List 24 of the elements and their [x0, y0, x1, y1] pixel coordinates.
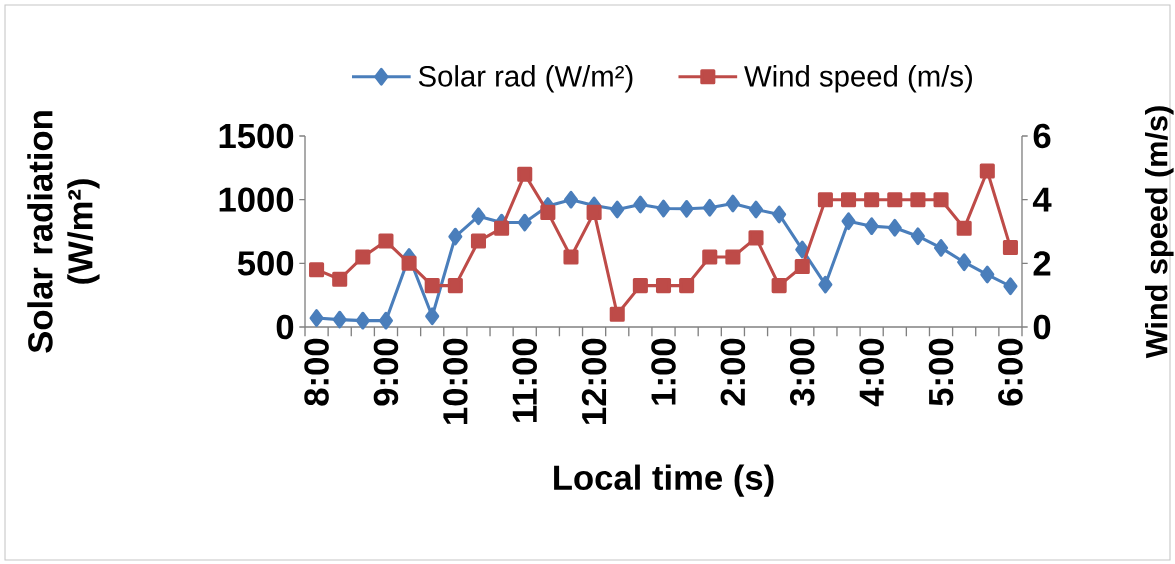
legend-label: Wind speed (m/s): [744, 65, 972, 93]
y2-tick-label: 4: [1032, 187, 1052, 212]
x-tick-label: 11:00: [512, 338, 537, 422]
x-tick-label: 1:00: [651, 338, 676, 405]
y2-tick-label: 2: [1033, 251, 1051, 276]
x-tick-label: 3:00: [789, 338, 815, 406]
x-tick-label: 5:00: [928, 338, 954, 406]
y-tick-label: 1000: [219, 187, 294, 212]
y-tick-label: 1500: [219, 123, 294, 149]
x-tick-label: 2:00: [720, 338, 746, 406]
y-tick-label: 0: [276, 314, 294, 340]
y2-axis-title: Wind speed (m/s): [1144, 106, 1174, 359]
legend-label: Solar rad (W/m²): [418, 65, 633, 93]
x-tick-label: 10:00: [443, 338, 468, 424]
x-tick-label: 9:00: [373, 338, 399, 406]
y-tick-label: 500: [237, 251, 294, 276]
x-tick-label: 4:00: [859, 338, 884, 407]
y2-tick-label: 0: [1033, 314, 1051, 340]
y-axis-title: Solar radiation (W/m²): [27, 111, 100, 353]
x-tick-label: 6:00: [998, 338, 1023, 406]
x-axis-title: Local time (s): [554, 464, 774, 497]
y2-tick-label: 6: [1033, 123, 1051, 149]
x-tick-label: 8:00: [304, 338, 329, 406]
x-tick-label: 12:00: [581, 338, 607, 424]
